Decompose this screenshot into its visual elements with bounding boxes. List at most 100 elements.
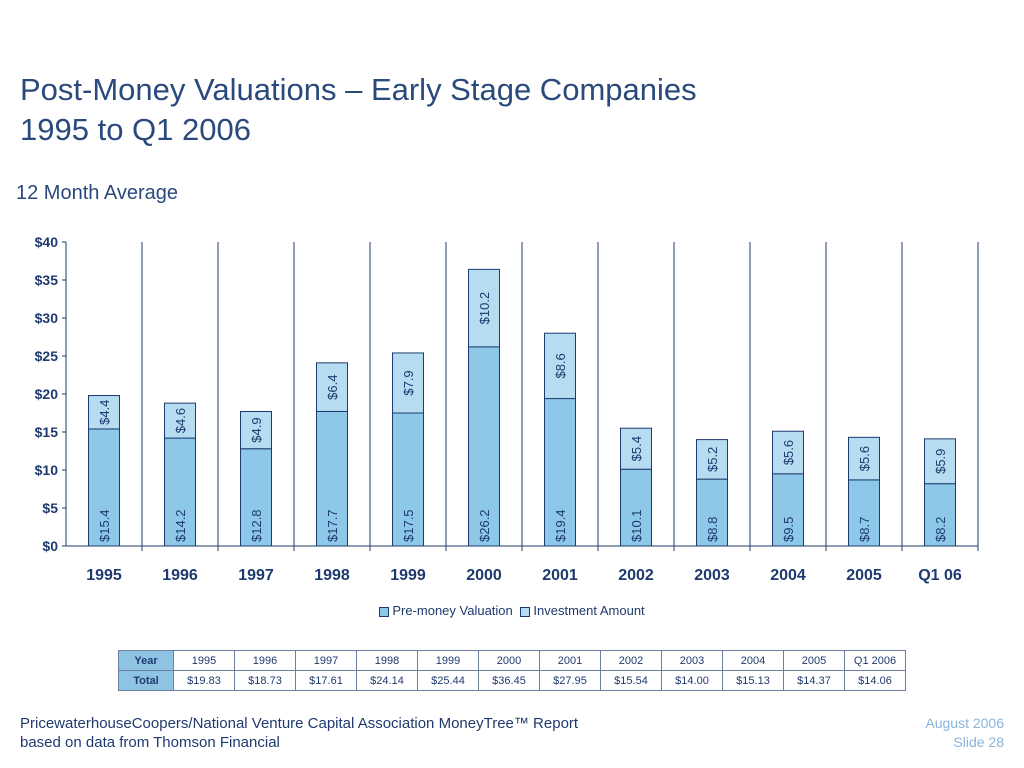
bar-investment (848, 436, 880, 481)
title-line-1: Post-Money Valuations – Early Stage Comp… (20, 72, 697, 107)
x-tick-label: 1996 (162, 567, 198, 584)
footer-source-line-2: based on data from Thomson Financial (20, 734, 280, 751)
data-label-investment: $5.6 (781, 440, 796, 465)
data-label-investment: $8.6 (553, 353, 568, 378)
table-cell-year: 2002 (600, 650, 662, 671)
table-cell-total: $14.37 (783, 670, 845, 691)
footer-date: August 2006 (925, 715, 1004, 731)
data-label-pre-money: $19.4 (553, 509, 568, 542)
footer-slide-info: August 2006 Slide 28 (925, 714, 1004, 752)
bar-pre-money (164, 437, 196, 547)
y-tick-label: $10 (35, 462, 59, 478)
x-tick-label: 2004 (770, 567, 806, 584)
data-label-pre-money: $8.7 (857, 517, 872, 542)
table-cell-total: $36.45 (478, 670, 540, 691)
x-tick-label: 1997 (238, 567, 274, 584)
bar-investment (164, 402, 196, 439)
table-cell-year: 1995 (173, 650, 235, 671)
bar-investment (468, 268, 500, 348)
data-label-pre-money: $17.5 (401, 509, 416, 542)
data-label-pre-money: $17.7 (325, 509, 340, 542)
table-cell-year: 1996 (234, 650, 296, 671)
data-label-pre-money: $12.8 (249, 509, 264, 542)
legend-item-pre-money: Pre-money Valuation (379, 603, 513, 618)
data-label-investment: $7.9 (401, 370, 416, 395)
data-label-investment: $4.6 (173, 408, 188, 433)
bar-pre-money (88, 428, 120, 547)
bar-investment (620, 427, 652, 470)
table-cell-total: $19.83 (173, 670, 235, 691)
bar-investment (772, 430, 804, 475)
table-cell-year: 2005 (783, 650, 845, 671)
x-tick-label: 1995 (86, 567, 122, 584)
y-tick-label: $40 (35, 234, 59, 250)
y-tick-label: $0 (42, 538, 58, 554)
legend-item-investment: Investment Amount (520, 603, 645, 618)
data-label-pre-money: $9.5 (781, 517, 796, 542)
bar-investment (240, 410, 272, 450)
title-line-2: 1995 to Q1 2006 (20, 112, 251, 147)
slide-title: Post-Money Valuations – Early Stage Comp… (20, 70, 697, 150)
x-tick-label: 1998 (314, 567, 350, 584)
stacked-bar-chart: $0 $5 $10 $15 $20 $25 $30 $35 $40 $15.4 $4.4 1995 $1… (35, 234, 979, 584)
bar-investment (392, 352, 424, 414)
bar-investment (696, 439, 728, 480)
data-label-investment: $10.2 (477, 292, 492, 325)
data-label-investment: $5.6 (857, 446, 872, 471)
bar-pre-money (240, 448, 272, 547)
legend-label-pre-money: Pre-money Valuation (392, 603, 513, 618)
x-tick-label: 2002 (618, 567, 654, 584)
bar-investment (88, 395, 120, 430)
y-tick-label: $30 (35, 310, 59, 326)
table-cell-year: 1998 (356, 650, 418, 671)
table-row-years: Year 1995 1996 1997 1998 1999 2000 2001 2002 200… (118, 650, 906, 671)
table-cell-total: $15.13 (722, 670, 784, 691)
bar-investment (924, 438, 956, 485)
y-tick-label: $20 (35, 386, 59, 402)
data-label-pre-money: $26.2 (477, 509, 492, 542)
data-label-pre-money: $8.2 (933, 517, 948, 542)
totals-table: Year 1995 1996 1997 1998 1999 2000 2001 2002 200… (118, 650, 906, 691)
data-label-pre-money: $8.8 (705, 517, 720, 542)
table-cell-year: 1999 (417, 650, 479, 671)
bar-investment (544, 332, 576, 400)
data-label-pre-money: $14.2 (173, 509, 188, 542)
table-cell-year: Q1 2006 (844, 650, 906, 671)
table-cell-total: $14.00 (661, 670, 723, 691)
bar-pre-money (924, 483, 956, 547)
table-cell-total: $14.06 (844, 670, 906, 691)
data-label-investment: $6.4 (325, 375, 340, 400)
bar-pre-money (772, 473, 804, 547)
footer-source: PricewaterhouseCoopers/National Venture … (20, 714, 578, 752)
data-label-investment: $4.9 (249, 417, 264, 442)
table-cell-total: $25.44 (417, 670, 479, 691)
table-cell-total: $17.61 (295, 670, 357, 691)
table-cell-total: $24.14 (356, 670, 418, 691)
footer-slide-number: Slide 28 (953, 734, 1004, 750)
table-cell-year: 2004 (722, 650, 784, 671)
x-tick-label: 1999 (390, 567, 426, 584)
chart-legend: Pre-money Valuation Investment Amount (0, 603, 1024, 618)
table-cell-year: 2000 (478, 650, 540, 671)
table-cell-total: $18.73 (234, 670, 296, 691)
legend-label-investment: Investment Amount (533, 603, 645, 618)
bar-investment (316, 362, 348, 412)
data-label-investment: $5.9 (933, 449, 948, 474)
y-tick-label: $15 (35, 424, 59, 440)
bar-pre-money (316, 410, 348, 547)
x-tick-label: 2000 (466, 567, 502, 584)
table-cell-total: $27.95 (539, 670, 601, 691)
table-header-total: Total (118, 670, 174, 691)
y-tick-label: $25 (35, 348, 59, 364)
table-cell-year: 1997 (295, 650, 357, 671)
table-header-year: Year (118, 650, 174, 671)
data-label-investment: $5.2 (705, 447, 720, 472)
table-row-totals: Total $19.83 $18.73 $17.61 $24.14 $25.44 $36.… (118, 670, 906, 691)
data-label-pre-money: $10.1 (629, 509, 644, 542)
bar-pre-money (696, 478, 728, 547)
table-cell-year: 2001 (539, 650, 601, 671)
legend-swatch-investment (520, 606, 531, 617)
x-tick-label: Q1 06 (918, 567, 962, 584)
bar-pre-money (544, 398, 576, 547)
y-tick-label: $35 (35, 272, 59, 288)
